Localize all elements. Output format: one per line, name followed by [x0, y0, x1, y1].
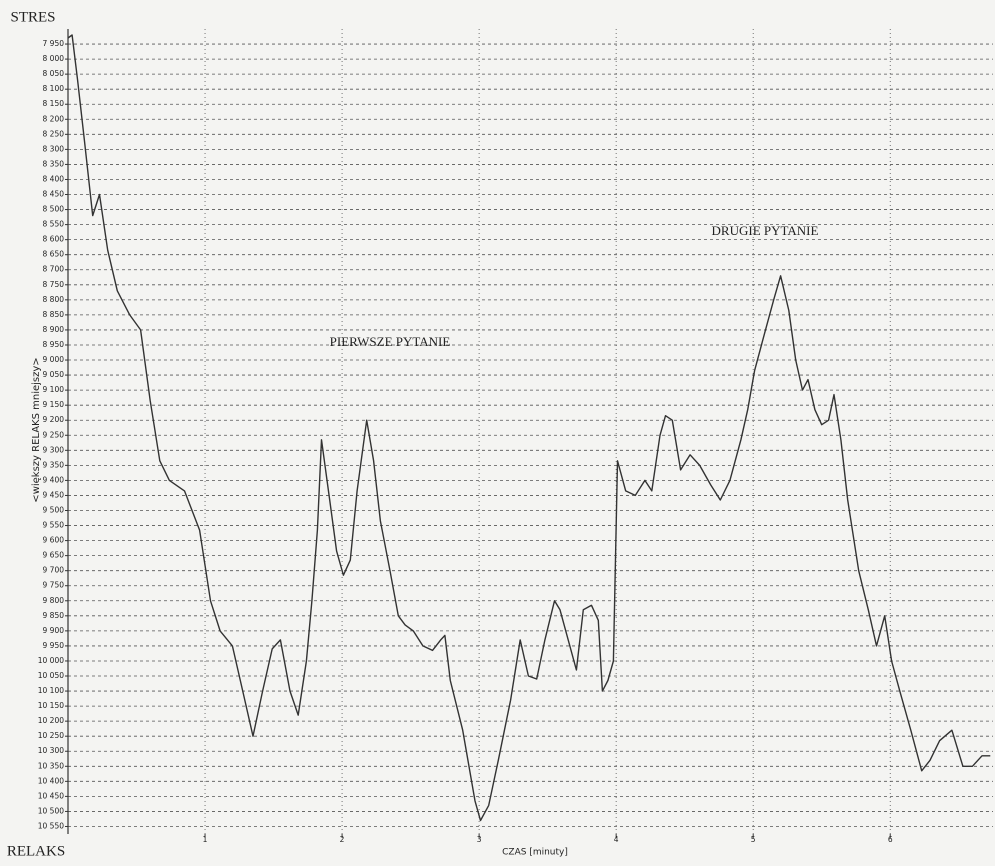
annotation: DRUGIE PYTANIE — [712, 223, 819, 238]
y-tick-label: 10 100 — [38, 686, 64, 695]
y-tick-label: 10 300 — [38, 746, 64, 755]
y-tick-label: 8 950 — [43, 340, 65, 349]
y-tick-label: 9 450 — [43, 490, 65, 499]
y-tick-label: 8 250 — [43, 129, 65, 138]
y-tick-label: 10 350 — [38, 761, 64, 770]
y-tick-label: 8 050 — [43, 69, 65, 78]
y-tick-label: 9 950 — [43, 641, 65, 650]
top-label: STRES — [10, 9, 55, 25]
y-tick-label: 7 950 — [43, 39, 65, 48]
x-tick-label: 1 — [203, 835, 208, 844]
y-tick-label: 10 400 — [38, 776, 64, 785]
y-tick-label: 9 150 — [43, 400, 65, 409]
y-tick-label: 10 000 — [38, 656, 64, 665]
x-tick-label: 2 — [340, 835, 345, 844]
bottom-label: RELAKS — [7, 843, 65, 859]
y-tick-label: 10 450 — [38, 791, 64, 800]
y-tick-label: 9 100 — [43, 385, 65, 394]
y-tick-label: 9 300 — [43, 445, 65, 454]
y-tick-label: 8 750 — [43, 280, 65, 289]
y-tick-label: 9 700 — [43, 566, 65, 575]
y-tick-label: 8 200 — [43, 114, 65, 123]
y-tick-label: 8 800 — [43, 295, 65, 304]
y-tick-label: 9 050 — [43, 370, 65, 379]
y-tick-label: 9 200 — [43, 415, 65, 424]
y-tick-label: 8 150 — [43, 99, 65, 108]
y-tick-label: 9 750 — [43, 581, 65, 590]
y-tick-label: 8 400 — [43, 174, 65, 183]
data-line — [67, 34, 991, 822]
x-tick-label: 5 — [751, 835, 756, 844]
y-tick-label: 8 600 — [43, 235, 65, 244]
x-tick-label: 3 — [477, 835, 482, 844]
y-axis-label: <większy RELAKS mniejszy> — [31, 357, 42, 502]
y-tick-label: 8 700 — [43, 265, 65, 274]
y-tick-label: 9 500 — [43, 505, 65, 514]
y-tick-label: 9 600 — [43, 536, 65, 545]
y-tick-label: 8 100 — [43, 84, 65, 93]
y-tick-label: 9 250 — [43, 430, 65, 439]
y-tick-label: 10 200 — [38, 716, 64, 725]
y-tick-label: 10 550 — [38, 821, 64, 830]
y-tick-label: 9 650 — [43, 551, 65, 560]
y-tick-label: 10 250 — [38, 731, 64, 740]
y-tick-label: 8 000 — [43, 54, 65, 63]
y-tick-label: 10 150 — [38, 701, 64, 710]
y-tick-label: 9 800 — [43, 596, 65, 605]
y-tick-label: 8 500 — [43, 205, 65, 214]
y-tick-label: 9 900 — [43, 626, 65, 635]
y-tick-label: 8 350 — [43, 159, 65, 168]
y-tick-label: 9 850 — [43, 611, 65, 620]
x-axis-label: CZAS [minuty] — [502, 848, 568, 858]
y-tick-label: 9 550 — [43, 521, 65, 530]
y-tick-label: 8 550 — [43, 220, 65, 229]
x-tick-label: 4 — [614, 835, 619, 844]
y-tick-label: 9 400 — [43, 475, 65, 484]
y-tick-label: 8 900 — [43, 325, 65, 334]
y-tick-label: 10 050 — [38, 671, 64, 680]
y-tick-label: 8 650 — [43, 250, 65, 259]
annotation: PIERWSZE PYTANIE — [330, 334, 451, 349]
x-tick-label: 6 — [888, 835, 893, 844]
y-tick-label: 8 450 — [43, 190, 65, 199]
y-tick-label: 9 350 — [43, 460, 65, 469]
y-tick-label: 10 500 — [38, 806, 64, 815]
y-tick-label: 9 000 — [43, 355, 65, 364]
y-tick-label: 8 850 — [43, 310, 65, 319]
y-tick-label: 8 300 — [43, 144, 65, 153]
